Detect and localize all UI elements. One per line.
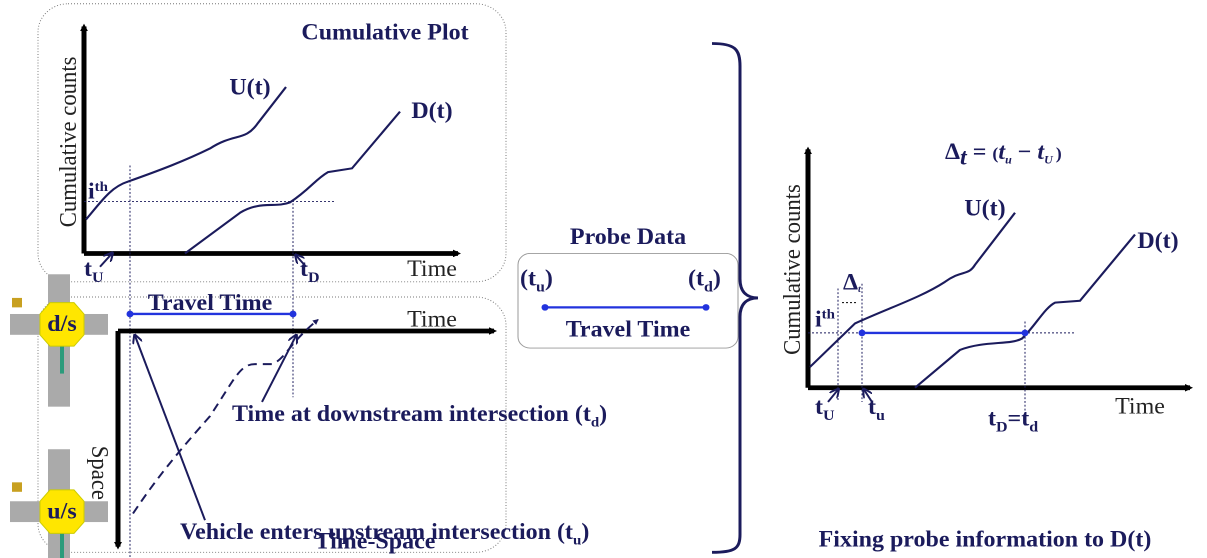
delta: Δ	[843, 270, 858, 295]
y-label: Space	[86, 446, 113, 500]
note: Vehicle enters upstream intersection (tu…	[180, 520, 589, 549]
s1: u	[1005, 154, 1012, 167]
t2: t	[1037, 139, 1045, 164]
point	[541, 304, 549, 311]
y-label: Cumulative counts	[779, 184, 806, 355]
t: t	[1021, 406, 1029, 431]
curve-label: D(t)	[1137, 228, 1178, 253]
i: i	[88, 179, 95, 204]
curve-label: U(t)	[229, 75, 270, 100]
sub: U	[92, 269, 104, 286]
panel-title: Cumulative Plot	[301, 20, 468, 45]
close: )	[581, 520, 589, 545]
t: t	[960, 145, 968, 170]
x-label: Time	[407, 307, 457, 332]
s2: U	[1044, 154, 1053, 167]
t: t	[868, 395, 876, 420]
close: )	[545, 266, 553, 291]
t: t	[300, 257, 308, 282]
sub: u	[536, 279, 545, 296]
close: )	[713, 266, 721, 291]
t-up: tU	[84, 257, 104, 286]
sub: D	[308, 269, 320, 286]
sub: D	[996, 419, 1008, 436]
probe-start: (tu)	[520, 266, 553, 295]
note-text: Vehicle enters upstream intersection (t	[180, 520, 573, 545]
sub: U	[823, 407, 835, 424]
t-probe: tu	[868, 395, 885, 424]
curve-u	[85, 86, 287, 221]
arrow	[864, 390, 873, 403]
close: )	[1056, 143, 1062, 162]
point	[702, 304, 710, 311]
probe-box	[517, 252, 739, 349]
probe-label: Travel Time	[566, 317, 691, 342]
curve-label: D(t)	[411, 99, 452, 124]
sup: th	[822, 307, 835, 323]
curve-d	[914, 233, 1136, 389]
intersection: u/s	[10, 449, 108, 558]
x-label: Time	[407, 257, 457, 282]
probe-end: (td)	[688, 266, 721, 295]
sub: d	[1029, 419, 1038, 436]
arrow	[99, 253, 112, 268]
t: t	[84, 257, 92, 282]
i: i	[815, 307, 822, 332]
open: (	[992, 143, 998, 162]
t1: t	[998, 139, 1006, 164]
t: t	[858, 284, 861, 295]
note-text: Time at downstream intersection (t	[232, 401, 591, 426]
signal-label: d/s	[47, 312, 76, 337]
sub: u	[573, 533, 581, 549]
eq: =	[973, 139, 987, 164]
intersection: d/s	[10, 274, 108, 407]
sub: d	[704, 279, 713, 296]
t-down: tD=td	[988, 406, 1038, 435]
curve-d	[184, 110, 401, 255]
sub: u	[876, 407, 885, 424]
signal-label: u/s	[47, 499, 76, 524]
eq: =	[1008, 406, 1022, 431]
y-label: Cumulative counts	[55, 56, 82, 227]
arrow	[827, 390, 838, 403]
formula: Δt = (tu − tU)	[945, 139, 1062, 170]
caption: Fixing probe information to D(t)	[819, 527, 1152, 552]
minus: −	[1018, 139, 1032, 164]
panel-title: Time-Space	[315, 529, 436, 554]
t-up: tU	[815, 395, 835, 424]
arrow	[135, 336, 206, 521]
open: (t	[520, 266, 536, 291]
point	[126, 310, 134, 318]
delta: Δ	[945, 139, 960, 164]
t: t	[815, 395, 823, 420]
curve-label: U(t)	[964, 196, 1005, 221]
x-label: Time	[1115, 394, 1165, 419]
probe-title: Probe Data	[570, 225, 686, 250]
point	[1021, 329, 1029, 337]
note: Time at downstream intersection (td)	[232, 401, 607, 430]
panel	[37, 296, 507, 553]
i-label: ith	[88, 179, 108, 204]
t: t	[988, 406, 996, 431]
panel	[37, 3, 507, 283]
bracket	[711, 42, 759, 554]
t-down: tD	[300, 257, 320, 286]
close: )	[599, 401, 607, 426]
sub: d	[591, 415, 599, 431]
curve-u	[809, 212, 1016, 368]
open: (t	[688, 266, 704, 291]
arrow	[261, 336, 296, 403]
i-label: ith	[815, 307, 835, 332]
arrow	[296, 255, 307, 268]
travel-label: Travel Time	[148, 291, 273, 316]
sup: th	[95, 179, 108, 195]
delta-label: Δt	[843, 270, 861, 295]
point	[289, 310, 297, 318]
point	[858, 329, 866, 337]
trajectory	[132, 318, 319, 515]
